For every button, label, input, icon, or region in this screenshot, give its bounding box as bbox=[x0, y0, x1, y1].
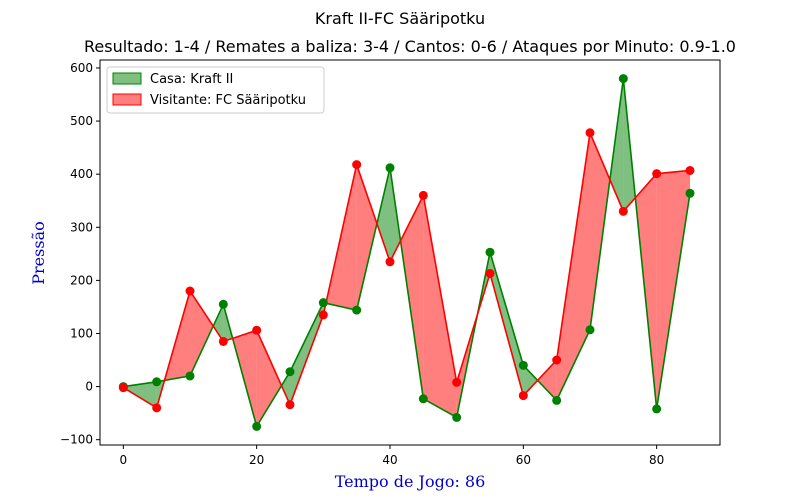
away-data-point bbox=[318, 310, 328, 320]
home-fill-segment bbox=[523, 365, 538, 396]
away-fill-segment bbox=[400, 195, 424, 399]
away-data-point bbox=[152, 403, 162, 413]
home-fill-segment bbox=[123, 381, 157, 408]
away-series-line bbox=[122, 129, 691, 410]
home-data-point bbox=[385, 163, 395, 173]
away-fill-segment bbox=[590, 132, 610, 330]
home-data-point bbox=[218, 299, 228, 309]
legend-label-away: Visitante: FC Sääripotku bbox=[150, 93, 306, 108]
away-data-point bbox=[352, 160, 362, 170]
series-points bbox=[118, 74, 695, 431]
y-tick-label: 600 bbox=[70, 61, 93, 75]
home-series-line bbox=[123, 78, 691, 429]
y-tick-label: 200 bbox=[70, 273, 93, 287]
y-tick-label: 100 bbox=[70, 326, 93, 340]
home-data-point bbox=[418, 394, 428, 404]
away-fill-segment bbox=[356, 164, 377, 311]
x-axis-ticks: 0 20 40 60 80 bbox=[120, 445, 664, 467]
home-fill-segment bbox=[609, 78, 624, 212]
away-data-point bbox=[452, 377, 462, 387]
legend-swatch-away bbox=[112, 93, 142, 106]
away-data-point bbox=[485, 268, 495, 278]
y-tick-label: 300 bbox=[70, 220, 93, 234]
x-tick-label: 0 bbox=[120, 453, 128, 467]
away-data-point bbox=[285, 400, 295, 410]
home-data-point bbox=[652, 404, 662, 414]
legend: Casa: Kraft II Visitante: FC Sääripotku bbox=[106, 66, 325, 114]
home-data-point bbox=[685, 188, 695, 198]
home-data-point bbox=[485, 247, 495, 257]
home-data-point bbox=[452, 412, 462, 422]
y-axis-label: Pressão bbox=[29, 221, 48, 284]
home-data-point bbox=[585, 325, 595, 335]
away-fill-segment bbox=[256, 330, 282, 427]
x-axis-label: Tempo de Jogo: 86 bbox=[335, 472, 486, 491]
home-data-point bbox=[318, 298, 328, 308]
legend-label-home: Casa: Kraft II bbox=[150, 72, 233, 87]
away-data-point bbox=[218, 336, 228, 346]
home-data-point bbox=[285, 367, 295, 377]
x-tick-label: 80 bbox=[649, 453, 664, 467]
home-fill-segment bbox=[290, 302, 324, 405]
x-tick-label: 60 bbox=[516, 453, 531, 467]
x-tick-label: 40 bbox=[382, 453, 397, 467]
away-data-point bbox=[385, 257, 395, 267]
away-fill-segment bbox=[556, 132, 590, 401]
away-fill-segment bbox=[423, 195, 457, 418]
home-data-point bbox=[618, 74, 628, 84]
away-fill-segment bbox=[656, 170, 690, 409]
home-data-point bbox=[185, 371, 195, 381]
y-axis-ticks: −100 0 100 200 300 400 500 600 bbox=[60, 61, 100, 447]
plot-frame bbox=[99, 59, 721, 446]
away-data-point bbox=[618, 206, 628, 216]
away-data-point bbox=[685, 165, 695, 175]
x-tick-label: 20 bbox=[249, 453, 264, 467]
chart-title: Kraft II-FC Sääripotku bbox=[315, 9, 485, 28]
y-tick-label: 400 bbox=[70, 167, 93, 181]
away-data-point bbox=[118, 383, 128, 393]
away-data-point bbox=[552, 355, 562, 365]
y-tick-label: −100 bbox=[60, 433, 93, 447]
away-fill-segment bbox=[190, 291, 214, 376]
y-tick-label: 0 bbox=[85, 380, 93, 394]
home-data-point bbox=[352, 305, 362, 315]
legend-swatch-home bbox=[112, 72, 142, 85]
series-lines bbox=[122, 78, 691, 429]
home-fill-segment bbox=[281, 371, 290, 405]
legend-box bbox=[106, 66, 325, 114]
away-data-point bbox=[252, 325, 262, 335]
away-data-point bbox=[518, 391, 528, 401]
y-tick-label: 500 bbox=[70, 114, 93, 128]
home-fill-segment bbox=[490, 252, 524, 396]
home-data-point bbox=[152, 377, 162, 387]
home-data-point bbox=[518, 360, 528, 370]
home-fill-segment bbox=[376, 167, 390, 262]
away-fill-segment bbox=[537, 360, 557, 401]
home-fill-segment bbox=[213, 304, 224, 342]
home-data-point bbox=[552, 395, 562, 405]
home-data-point bbox=[252, 421, 262, 431]
area-fills bbox=[123, 78, 690, 427]
chart-subtitle: Resultado: 1-4 / Remates a baliza: 3-4 /… bbox=[84, 37, 736, 56]
away-data-point bbox=[185, 286, 195, 296]
away-data-point bbox=[585, 128, 595, 138]
away-data-point bbox=[418, 190, 428, 200]
away-data-point bbox=[652, 169, 662, 179]
